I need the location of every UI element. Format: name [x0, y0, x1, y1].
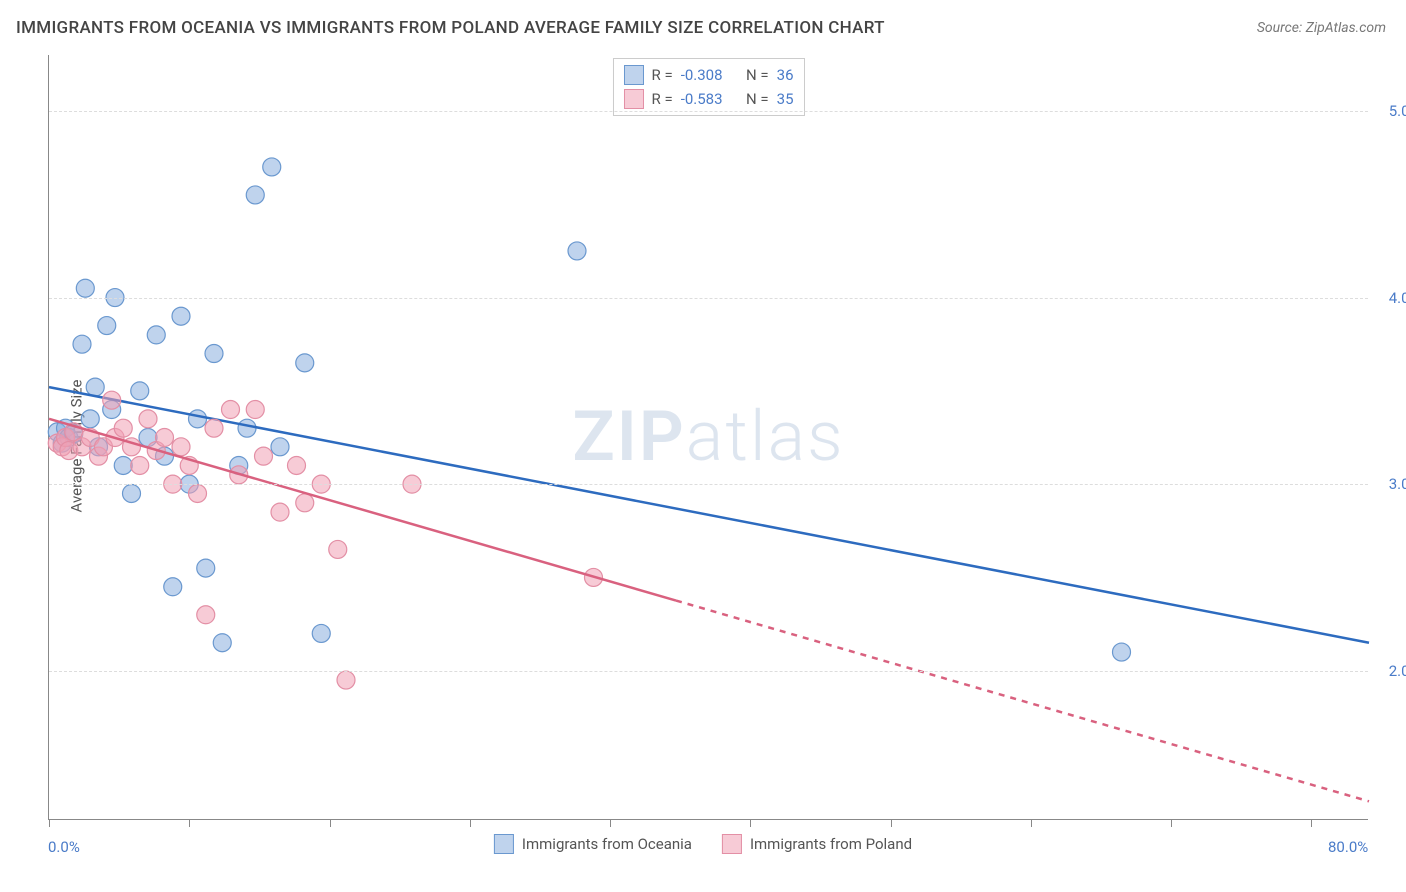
- data-point: [312, 624, 330, 642]
- data-point: [131, 456, 149, 474]
- data-point: [139, 410, 157, 428]
- data-point: [197, 606, 215, 624]
- data-point: [296, 494, 314, 512]
- swatch-oceania-bottom: [494, 834, 514, 854]
- data-point: [189, 410, 207, 428]
- y-tick-label: 2.00: [1373, 662, 1406, 680]
- data-point: [255, 447, 273, 465]
- data-point: [172, 307, 190, 325]
- data-point: [114, 419, 132, 437]
- data-point: [1113, 643, 1131, 661]
- data-point: [98, 317, 116, 335]
- data-point: [81, 410, 99, 428]
- data-point: [73, 335, 91, 353]
- data-point: [271, 503, 289, 521]
- legend-series: Immigrants from Oceania Immigrants from …: [494, 834, 912, 854]
- data-point: [222, 401, 240, 419]
- data-point: [197, 559, 215, 577]
- legend-item-poland: Immigrants from Poland: [722, 834, 912, 854]
- gridline: [49, 484, 1368, 485]
- data-point: [205, 419, 223, 437]
- x-tick: [1311, 819, 1312, 827]
- x-tick: [891, 819, 892, 827]
- source-attribution: Source: ZipAtlas.com: [1257, 20, 1386, 36]
- x-tick: [189, 819, 190, 827]
- x-tick: [1171, 819, 1172, 827]
- trend-line: [49, 387, 1369, 643]
- plot-svg: [49, 55, 1368, 819]
- trend-line: [49, 419, 676, 601]
- x-tick: [1031, 819, 1032, 827]
- data-point: [164, 578, 182, 596]
- data-point: [213, 634, 231, 652]
- data-point: [189, 484, 207, 502]
- data-point: [329, 540, 347, 558]
- trend-line: [676, 601, 1369, 802]
- gridline: [49, 111, 1368, 112]
- x-tick: [750, 819, 751, 827]
- data-point: [337, 671, 355, 689]
- data-point: [205, 345, 223, 363]
- x-tick: [330, 819, 331, 827]
- data-point: [103, 391, 121, 409]
- x-tick: [610, 819, 611, 827]
- data-point: [246, 401, 264, 419]
- plot-area: ZIPatlas R = -0.308 N = 36 R = -0.583 N …: [48, 55, 1368, 820]
- x-tick: [49, 819, 50, 827]
- data-point: [147, 326, 165, 344]
- swatch-poland-bottom: [722, 834, 742, 854]
- data-point: [114, 456, 132, 474]
- data-point: [296, 354, 314, 372]
- data-point: [238, 419, 256, 437]
- y-tick-label: 4.00: [1373, 289, 1406, 307]
- data-point: [156, 429, 174, 447]
- data-point: [246, 186, 264, 204]
- x-tick-label: 0.0%: [48, 838, 80, 856]
- y-tick-label: 5.00: [1373, 102, 1406, 120]
- chart-container: IMMIGRANTS FROM OCEANIA VS IMMIGRANTS FR…: [0, 0, 1406, 892]
- gridline: [49, 298, 1368, 299]
- gridline: [49, 671, 1368, 672]
- legend-label-poland: Immigrants from Poland: [750, 835, 912, 853]
- data-point: [172, 438, 190, 456]
- data-point: [271, 438, 289, 456]
- data-point: [263, 158, 281, 176]
- x-tick-label: 80.0%: [1328, 838, 1368, 856]
- legend-item-oceania: Immigrants from Oceania: [494, 834, 692, 854]
- data-point: [131, 382, 149, 400]
- data-point: [123, 484, 141, 502]
- data-point: [76, 279, 94, 297]
- data-point: [568, 242, 586, 260]
- data-point: [86, 378, 104, 396]
- data-point: [288, 456, 306, 474]
- x-tick: [470, 819, 471, 827]
- chart-title: IMMIGRANTS FROM OCEANIA VS IMMIGRANTS FR…: [16, 18, 885, 38]
- y-tick-label: 3.00: [1373, 475, 1406, 493]
- legend-label-oceania: Immigrants from Oceania: [522, 835, 692, 853]
